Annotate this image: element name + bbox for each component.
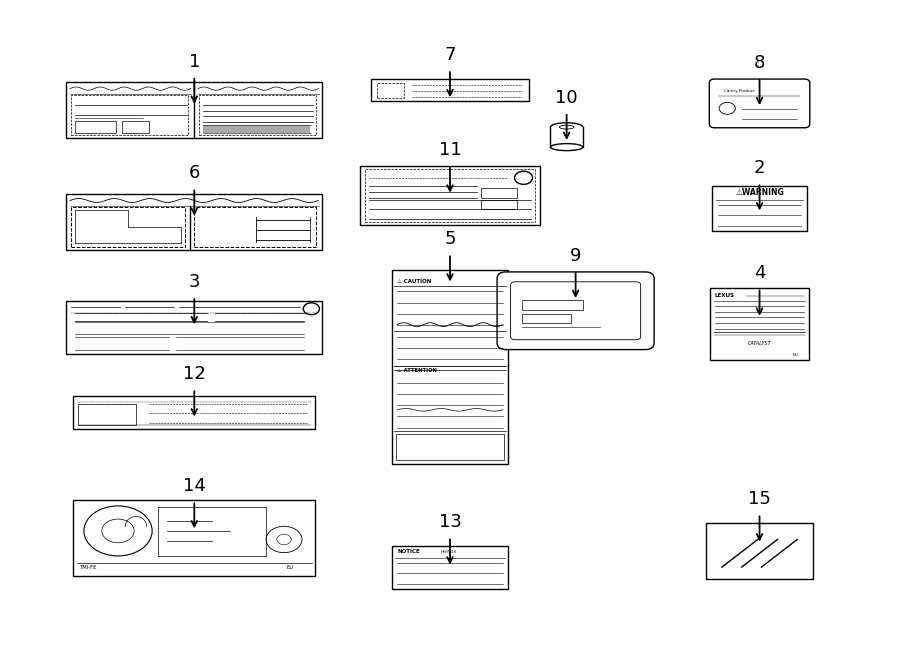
Bar bbox=[67, 82, 322, 138]
Text: 1: 1 bbox=[189, 52, 200, 71]
Text: ⚠ ATTENTION: ⚠ ATTENTION bbox=[397, 368, 437, 373]
Bar bbox=[77, 405, 136, 425]
Bar bbox=[203, 125, 310, 133]
Bar bbox=[122, 121, 149, 133]
Text: Camry Product: Camry Product bbox=[724, 89, 754, 93]
Bar bbox=[372, 79, 528, 101]
Bar bbox=[392, 270, 508, 464]
Text: 8: 8 bbox=[754, 54, 765, 72]
Bar bbox=[71, 207, 185, 247]
Bar bbox=[67, 194, 322, 250]
Text: 11: 11 bbox=[438, 141, 462, 159]
Text: 7: 7 bbox=[445, 46, 455, 64]
FancyBboxPatch shape bbox=[709, 79, 810, 128]
Text: 15: 15 bbox=[748, 490, 771, 508]
Text: 6: 6 bbox=[189, 165, 200, 182]
FancyBboxPatch shape bbox=[510, 282, 641, 340]
Bar bbox=[482, 200, 517, 210]
Bar bbox=[551, 127, 583, 147]
Text: 3: 3 bbox=[188, 273, 200, 291]
Text: 9: 9 bbox=[570, 247, 581, 264]
Bar bbox=[364, 169, 536, 222]
Bar bbox=[706, 523, 814, 579]
Text: ⚠ CAUTION: ⚠ CAUTION bbox=[397, 278, 431, 284]
Text: 14: 14 bbox=[183, 477, 206, 495]
Text: TMI-FE: TMI-FE bbox=[80, 565, 98, 570]
Text: EU: EU bbox=[793, 353, 798, 357]
Bar bbox=[73, 500, 315, 576]
Text: NOTICE: NOTICE bbox=[397, 549, 419, 555]
Text: 12: 12 bbox=[183, 365, 206, 383]
Bar bbox=[73, 397, 315, 429]
Text: 10: 10 bbox=[555, 89, 578, 106]
Bar bbox=[67, 301, 322, 354]
Text: 13: 13 bbox=[438, 513, 462, 531]
Bar bbox=[199, 95, 316, 135]
Bar bbox=[360, 166, 540, 225]
Text: CATALYST: CATALYST bbox=[748, 341, 771, 346]
FancyBboxPatch shape bbox=[497, 272, 654, 350]
Text: 4: 4 bbox=[754, 264, 765, 282]
Bar bbox=[194, 207, 316, 247]
Bar bbox=[76, 121, 116, 133]
Text: LEXUS: LEXUS bbox=[715, 293, 734, 298]
Bar bbox=[713, 186, 806, 231]
Bar bbox=[522, 314, 571, 323]
Text: ⚠WARNING: ⚠WARNING bbox=[735, 188, 784, 198]
Bar bbox=[392, 546, 508, 589]
Text: HIH933: HIH933 bbox=[441, 550, 457, 554]
Bar bbox=[377, 83, 404, 98]
Bar bbox=[710, 288, 809, 360]
Text: EU: EU bbox=[287, 565, 293, 570]
Bar bbox=[396, 434, 504, 461]
Text: 5: 5 bbox=[445, 230, 455, 249]
Text: 2: 2 bbox=[754, 159, 765, 177]
Bar bbox=[482, 188, 517, 198]
Bar bbox=[522, 299, 583, 310]
Bar bbox=[71, 95, 188, 135]
